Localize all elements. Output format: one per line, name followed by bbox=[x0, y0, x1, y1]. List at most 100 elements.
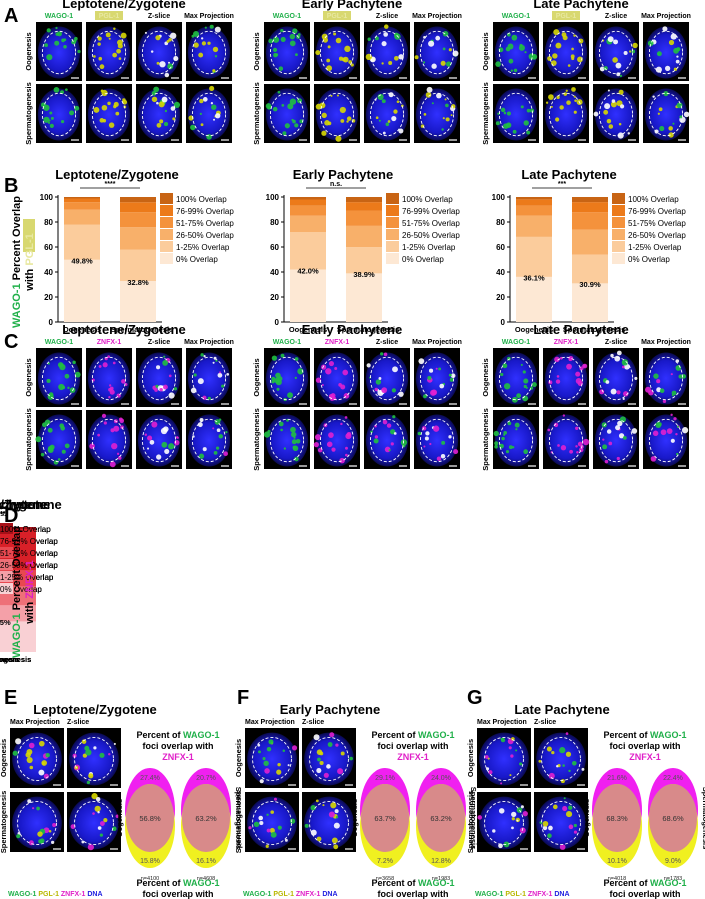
nucleus bbox=[544, 26, 588, 79]
row-label: Spermatogenesis bbox=[234, 787, 243, 850]
micrograph bbox=[186, 410, 232, 469]
focus-dot bbox=[321, 33, 328, 40]
focus-dot bbox=[450, 114, 453, 117]
focus-dot bbox=[151, 96, 158, 103]
legend-label: 1-25% Overlap bbox=[402, 243, 456, 252]
focus-dot bbox=[577, 56, 583, 63]
nucleus bbox=[137, 352, 181, 405]
focus-dot bbox=[519, 762, 523, 766]
focus-dot bbox=[449, 377, 454, 382]
focus-dot bbox=[37, 831, 43, 837]
label-part: ZNFX-1 bbox=[528, 891, 554, 898]
micrograph bbox=[36, 22, 82, 81]
micrograph bbox=[264, 84, 310, 143]
label-part: DNA bbox=[87, 891, 102, 898]
focus-dot bbox=[383, 352, 388, 357]
channel-header: Max Projection bbox=[184, 339, 234, 346]
micrograph bbox=[245, 728, 299, 788]
panel-letter: E bbox=[4, 687, 17, 709]
header-highlight bbox=[323, 11, 351, 20]
legend-swatch bbox=[0, 559, 13, 570]
row-label: Spermatogenesis bbox=[252, 82, 261, 145]
nucleus bbox=[315, 88, 359, 141]
legend-label: 51-75% Overlap bbox=[0, 549, 58, 558]
focus-dot bbox=[153, 86, 160, 93]
nucleus-outline bbox=[548, 356, 584, 401]
focus-dot bbox=[346, 116, 352, 121]
row-label: Oogenesis bbox=[252, 32, 261, 70]
nucleus-outline bbox=[598, 92, 634, 137]
focus-dot bbox=[291, 745, 298, 751]
focus-dot bbox=[156, 122, 162, 128]
focus-dot bbox=[555, 42, 562, 49]
focus-dot bbox=[47, 427, 53, 433]
venn-value: 10.1% bbox=[607, 858, 627, 865]
focus-dot bbox=[64, 443, 70, 449]
legend-label: 1-25% Overlap bbox=[176, 243, 230, 252]
focus-dot bbox=[159, 119, 164, 124]
focus-dot bbox=[431, 102, 434, 105]
legend-label: 26-50% Overlap bbox=[176, 231, 234, 240]
focus-dot bbox=[578, 38, 584, 44]
y-tick-label: 0 bbox=[275, 318, 280, 327]
x-tick-label: Oogenesis bbox=[0, 655, 19, 664]
bar-segment bbox=[290, 197, 326, 200]
focus-dot bbox=[212, 69, 216, 73]
data-label: 36.1% bbox=[523, 274, 545, 283]
focus-dot bbox=[632, 42, 638, 49]
focus-dot bbox=[423, 35, 426, 39]
focus-dot bbox=[167, 63, 174, 70]
focus-dot bbox=[568, 355, 574, 361]
nucleus-outline bbox=[548, 418, 584, 463]
focus-dot bbox=[608, 124, 614, 129]
micrograph bbox=[302, 728, 356, 788]
focus-dot bbox=[265, 103, 272, 109]
nucleus-outline bbox=[141, 418, 177, 463]
stage-title: Leptotene/Zygotene bbox=[33, 702, 157, 717]
y-tick-label: 40 bbox=[270, 268, 279, 277]
focus-dot bbox=[289, 33, 296, 40]
bar-segment bbox=[516, 276, 552, 322]
focus-dot bbox=[426, 86, 433, 93]
bar-segment bbox=[346, 247, 382, 274]
focus-dot bbox=[417, 431, 422, 436]
focus-dot bbox=[74, 36, 78, 41]
focus-dot bbox=[268, 739, 274, 745]
focus-dot bbox=[266, 746, 272, 752]
row-label: Spermatogenesis bbox=[469, 787, 478, 850]
focus-dot bbox=[553, 29, 560, 36]
focus-dot bbox=[40, 452, 45, 457]
venn-caption: ZNFX-1 bbox=[162, 752, 194, 762]
focus-dot bbox=[190, 124, 196, 131]
focus-dot bbox=[555, 117, 560, 122]
focus-dot bbox=[322, 804, 325, 807]
focus-dot bbox=[526, 108, 531, 113]
y-tick-label: 60 bbox=[270, 243, 279, 252]
focus-dot bbox=[93, 55, 96, 58]
focus-dot bbox=[428, 368, 434, 373]
focus-dot bbox=[511, 34, 518, 41]
channel-header: Z-slice bbox=[148, 339, 170, 346]
channel-header: ZNFX-1 bbox=[97, 339, 122, 346]
focus-dot bbox=[340, 119, 345, 123]
data-label: 49.8% bbox=[71, 257, 93, 266]
focus-dot bbox=[385, 122, 390, 127]
focus-dot bbox=[398, 54, 404, 60]
row-label: Oogenesis bbox=[115, 799, 124, 837]
header-highlight bbox=[95, 11, 123, 20]
focus-dot bbox=[367, 37, 371, 41]
focus-dot bbox=[382, 131, 386, 135]
focus-dot bbox=[657, 112, 660, 115]
focus-dot bbox=[611, 99, 616, 103]
focus-dot bbox=[551, 750, 555, 755]
focus-dot bbox=[562, 805, 568, 812]
focus-dot bbox=[498, 843, 503, 849]
focus-dot bbox=[44, 419, 51, 426]
chart-title: Leptotene/Zygotene bbox=[55, 167, 179, 182]
focus-dot bbox=[445, 61, 452, 67]
focus-dot bbox=[538, 759, 542, 763]
row-label: Oogenesis bbox=[350, 799, 359, 837]
channel-header: Z-slice bbox=[376, 339, 398, 346]
significance-label: *** bbox=[558, 181, 566, 188]
chart-title: Leptotene/Zygotene bbox=[0, 497, 62, 512]
